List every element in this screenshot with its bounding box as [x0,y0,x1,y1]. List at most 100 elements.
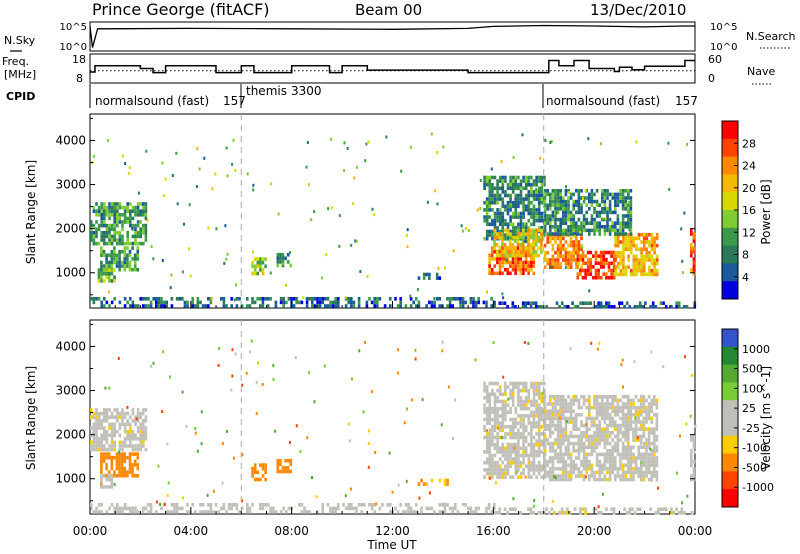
echo-cell [508,232,512,236]
echo-cell [136,220,140,224]
echo-cell [546,192,549,197]
scatter-cell [255,412,258,415]
echo-cell [355,510,358,514]
echo-cell [603,463,607,467]
echo-cell [517,388,520,393]
echo-cell [100,459,103,464]
echo-cell [624,477,627,482]
echo-cell [113,275,116,280]
echo-cell [139,241,142,246]
echo-cell [612,305,616,309]
echo-cell [598,452,601,457]
echo-cell [655,474,659,478]
echo-cell [629,405,633,410]
echo-cell [535,442,538,447]
echo-cell [546,416,549,421]
echo-cell [551,189,555,193]
echo-cell [537,435,541,440]
echo-cell [593,423,596,428]
echo-cell [619,189,622,193]
echo-cell [490,246,494,250]
echo-cell [569,405,573,410]
echo-cell [488,428,492,433]
echo-cell [126,205,129,210]
echo-cell [144,297,148,301]
echo-cell [488,257,491,261]
echo-cell [511,260,515,265]
echo-cell [105,415,109,419]
echo-cell [621,402,625,406]
echo-cell [97,426,101,430]
echo-cell [599,250,603,255]
scatter-cell [241,383,244,387]
echo-cell [493,399,497,404]
echo-cell [496,421,499,425]
echo-cell [634,431,638,435]
echo-cell [530,424,533,429]
echo-cell [493,506,496,511]
echo-cell [116,503,119,507]
echo-cell [483,460,486,465]
scatter-cell [524,475,527,479]
echo-cell [113,216,116,221]
echo-cell [136,411,140,416]
echo-cell [577,467,581,471]
echo-cell [264,466,267,471]
echo-cell [485,410,489,415]
echo-cell [593,438,596,442]
echo-cell [493,264,497,268]
echo-cell [546,438,549,442]
echo-cell [588,416,591,421]
echo-cell [635,254,638,259]
echo-cell [496,179,499,183]
echo-cell [624,189,627,193]
echo-cell [537,235,541,240]
echo-cell [637,416,640,421]
echo-cell [601,395,604,399]
echo-cell [549,395,552,399]
echo-cell [627,427,630,431]
echo-cell [259,503,262,507]
scatter-cell [226,174,229,178]
scatter-cell [313,400,316,404]
echo-cell [567,251,570,255]
colorbar-tick-label: 20 [742,182,756,195]
echo-cell [485,442,489,447]
echo-cell [136,304,140,308]
echo-cell [144,234,148,239]
scatter-cell [467,229,470,233]
echo-cell [488,204,492,209]
echo-cell [543,423,547,428]
echo-cell [562,232,565,236]
echo-cell [655,420,659,424]
echo-cell [606,470,609,475]
echo-cell [549,236,552,241]
echo-cell [498,197,502,201]
echo-cell [107,253,111,258]
echo-cell [491,432,494,436]
echo-cell [627,441,630,446]
echo-cell [590,420,594,424]
echo-cell [490,304,493,308]
echo-cell [524,186,528,191]
echo-cell [251,264,254,269]
echo-cell [118,249,121,254]
scatter-cell [169,286,172,290]
echo-cell [316,510,319,514]
echo-cell [326,297,330,301]
echo-cell [483,186,486,191]
echo-cell [105,473,108,478]
echo-cell [517,197,520,201]
time-tick-labels: 00:00 04:00 08:00 12:00 16:00 20:00 00:00 [73,524,713,538]
echo-cell [286,466,290,470]
echo-cell [113,470,116,474]
echo-cell [614,240,617,244]
echo-cell [598,420,601,424]
echo-cell [530,399,533,404]
echo-cell [524,253,528,258]
echo-cell [496,399,499,404]
echo-cell [685,305,689,309]
echo-cell [113,268,116,272]
echo-cell [222,503,226,507]
echo-cell [483,381,486,386]
